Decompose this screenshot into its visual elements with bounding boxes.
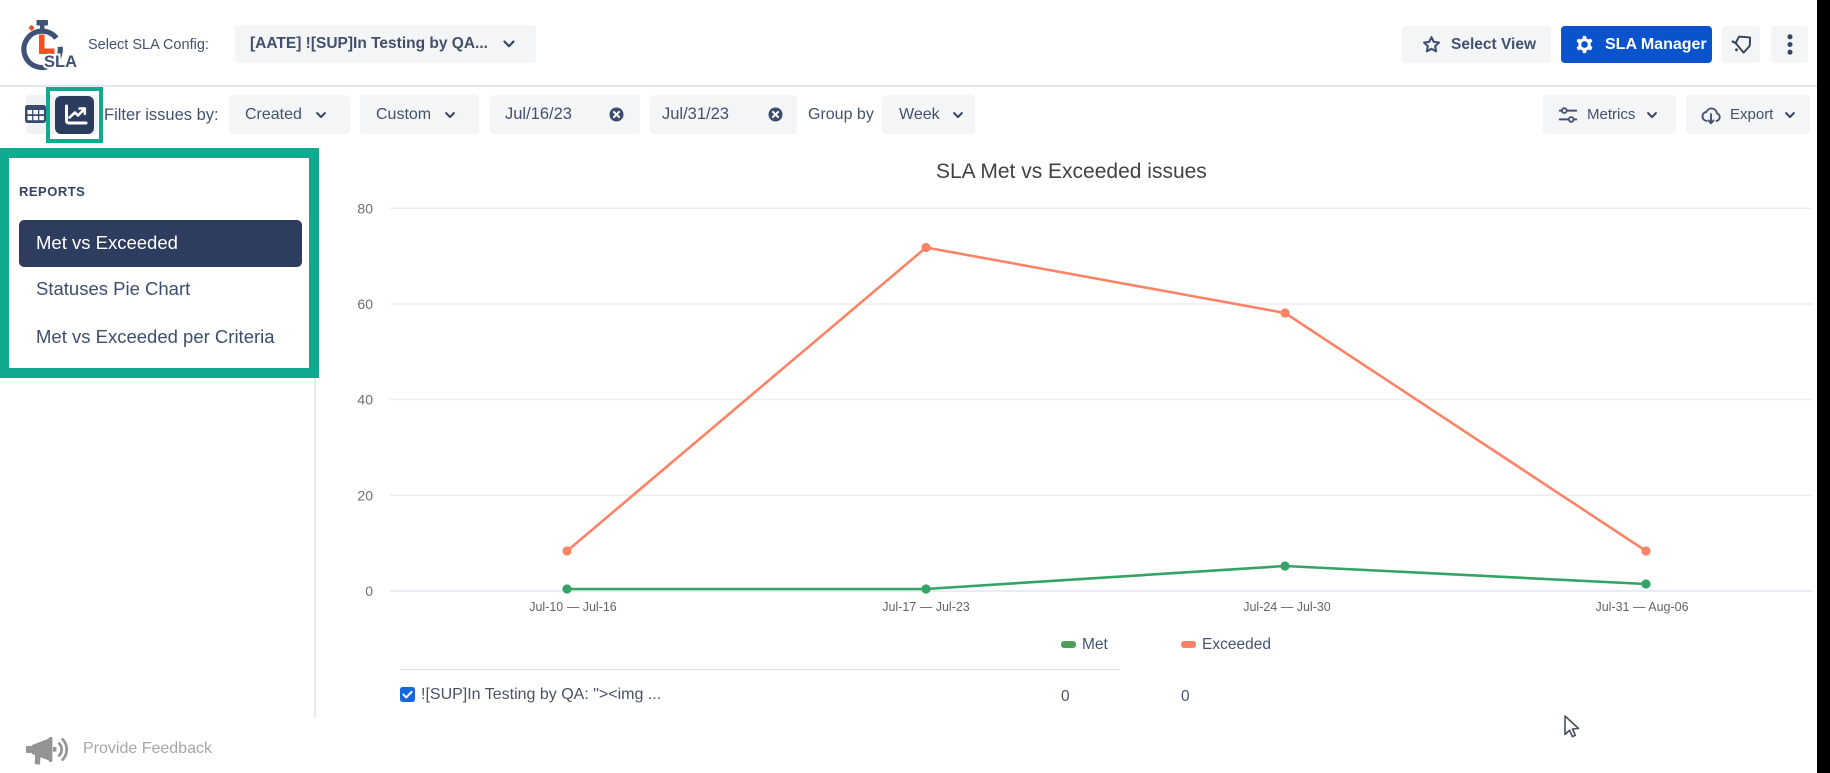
svg-text:Jul-17 — Jul-23: Jul-17 — Jul-23 — [882, 600, 970, 614]
svg-text:SLA: SLA — [44, 53, 77, 71]
svg-text:Jul-31 — Aug-06: Jul-31 — Aug-06 — [1595, 600, 1688, 614]
svg-text:80: 80 — [357, 200, 373, 216]
svg-text:60: 60 — [357, 296, 373, 312]
svg-text:Jul-24 — Jul-30: Jul-24 — Jul-30 — [1243, 600, 1331, 614]
svg-text:40: 40 — [357, 392, 373, 408]
svg-text:0: 0 — [365, 583, 373, 599]
svg-text:Jul-10 — Jul-16: Jul-10 — Jul-16 — [529, 600, 617, 614]
svg-text:20: 20 — [357, 487, 373, 503]
